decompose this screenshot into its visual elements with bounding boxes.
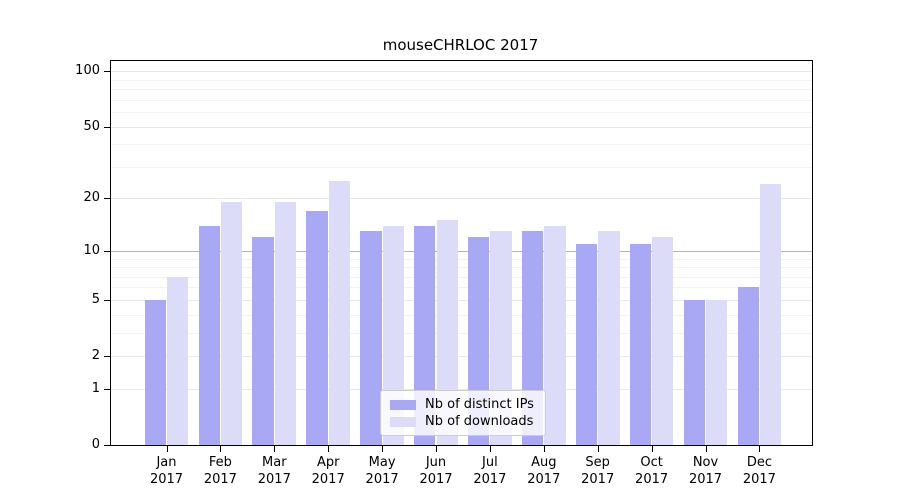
bar-ips-sep xyxy=(575,243,598,445)
bar-downloads-jun xyxy=(436,220,458,445)
bar-ips-oct xyxy=(629,243,652,445)
gridline-5 xyxy=(111,299,812,301)
gridline-8 xyxy=(111,267,812,268)
gridline-40 xyxy=(111,144,812,146)
y-tick-50 xyxy=(104,126,110,128)
x-tick-label-dec: Dec 2017 xyxy=(742,455,776,487)
gridline-50 xyxy=(111,126,812,128)
bar-downloads-aug xyxy=(544,225,566,445)
gridline-7 xyxy=(111,276,812,278)
x-tick-label-feb: Feb 2017 xyxy=(203,455,237,487)
gridline-60 xyxy=(111,112,812,113)
y-tick-label-50: 50 xyxy=(83,118,100,134)
y-tick-label-1: 1 xyxy=(91,380,100,396)
x-tick-oct xyxy=(651,446,653,452)
y-tick-label-0: 0 xyxy=(91,437,100,452)
gridline-2 xyxy=(111,356,812,357)
gridline-4 xyxy=(111,314,812,316)
x-tick-dec xyxy=(759,446,761,452)
bar-downloads-nov xyxy=(706,299,728,445)
gridline-90 xyxy=(111,79,812,81)
gridline-70 xyxy=(111,99,812,101)
x-tick-apr xyxy=(328,446,330,452)
bar-ips-apr xyxy=(306,210,328,445)
x-tick-feb xyxy=(220,446,222,452)
x-tick-mar xyxy=(274,446,276,452)
gridline-9 xyxy=(111,258,812,260)
x-tick-label-oct: Oct 2017 xyxy=(635,455,669,487)
x-tick-label-may: May 2017 xyxy=(365,455,399,487)
x-tick-label-apr: Apr 2017 xyxy=(311,455,345,487)
gridline-3 xyxy=(111,332,812,334)
gridline-10 xyxy=(111,250,812,252)
x-tick-nov xyxy=(705,446,707,452)
bar-downloads-oct xyxy=(652,237,674,445)
legend-label-downloads: Nb of downloads xyxy=(425,414,534,429)
x-tick-may xyxy=(382,446,384,452)
y-tick-label-100: 100 xyxy=(75,63,100,79)
y-tick-20 xyxy=(104,198,110,200)
gridline-80 xyxy=(111,89,812,90)
y-tick-0 xyxy=(104,445,110,446)
chart-title: mouseCHRLOC 2017 xyxy=(382,36,539,54)
bar-ips-nov xyxy=(683,299,705,445)
y-tick-10 xyxy=(104,250,110,252)
x-tick-jan xyxy=(166,446,168,452)
y-tick-label-2: 2 xyxy=(91,348,100,363)
gridline-20 xyxy=(111,198,812,200)
bar-downloads-dec xyxy=(759,184,782,445)
y-tick-5 xyxy=(104,299,110,301)
gridline-1 xyxy=(111,388,812,390)
y-tick-2 xyxy=(104,356,110,357)
bar-ips-may xyxy=(360,231,382,445)
x-tick-sep xyxy=(597,446,599,452)
y-tick-label-20: 20 xyxy=(83,190,100,206)
x-tick-label-jun: Jun 2017 xyxy=(419,455,453,487)
legend-entry-distinct-ips: Nb of distinct IPs xyxy=(390,397,536,412)
x-tick-aug xyxy=(543,446,545,452)
legend-swatch-distinct-ips xyxy=(390,399,416,410)
bar-downloads-apr xyxy=(328,181,351,445)
bar-ips-dec xyxy=(737,287,759,445)
gridline-100 xyxy=(111,71,812,73)
plot-area: Nb of distinct IPs Nb of downloads xyxy=(110,60,813,446)
x-tick-label-mar: Mar 2017 xyxy=(257,455,291,487)
bar-downloads-sep xyxy=(598,231,620,445)
y-tick-1 xyxy=(104,388,110,390)
x-tick-label-aug: Aug 2017 xyxy=(527,455,561,487)
gridline-6 xyxy=(111,287,812,289)
bar-downloads-feb xyxy=(220,202,243,445)
x-tick-label-sep: Sep 2017 xyxy=(581,455,615,487)
y-tick-label-5: 5 xyxy=(91,291,100,307)
bar-downloads-jan xyxy=(167,276,189,445)
legend-swatch-downloads xyxy=(390,416,416,427)
y-tick-label-10: 10 xyxy=(83,242,100,258)
y-tick-100 xyxy=(104,71,110,73)
legend: Nb of distinct IPs Nb of downloads xyxy=(380,390,546,436)
x-tick-label-nov: Nov 2017 xyxy=(688,455,723,487)
gridline-30 xyxy=(111,166,812,168)
x-tick-label-jul: Jul 2017 xyxy=(473,455,507,487)
bar-ips-jan xyxy=(144,299,166,445)
bar-ips-mar xyxy=(252,237,274,445)
legend-label-distinct-ips: Nb of distinct IPs xyxy=(425,397,534,412)
x-tick-jun xyxy=(436,446,437,452)
bar-downloads-mar xyxy=(274,202,297,445)
legend-entry-downloads: Nb of downloads xyxy=(390,414,536,429)
x-tick-jul xyxy=(489,446,491,452)
x-tick-label-jan: Jan 2017 xyxy=(149,455,184,487)
bar-ips-feb xyxy=(198,225,220,445)
